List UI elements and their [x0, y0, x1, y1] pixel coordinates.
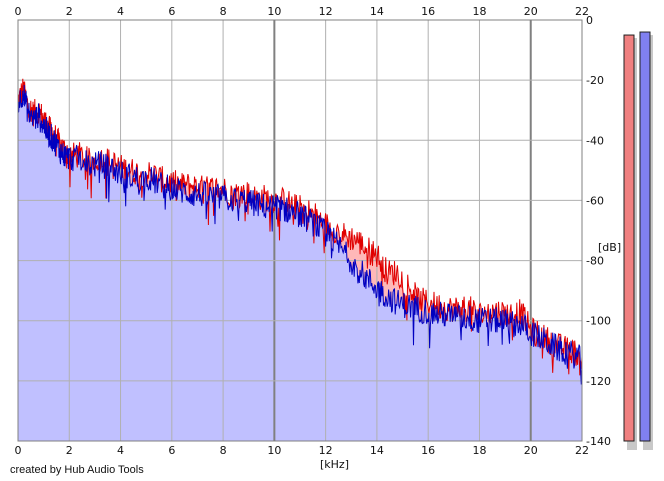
x-axis-unit-label: [kHz]: [320, 458, 349, 471]
x-tick-label-bottom: 0: [15, 444, 22, 457]
x-tick-label-top: 8: [220, 5, 227, 18]
x-tick-label-top: 14: [370, 5, 384, 18]
x-tick-labels-bottom: 0 2 4 6 8 10 12 14 16 18 20 22: [15, 444, 590, 457]
y-tick-labels: 0 -20 -40 -60 -80 -100 -120 -140: [586, 14, 611, 448]
x-tick-label-top: 12: [319, 5, 333, 18]
x-tick-label-bottom: 10: [267, 444, 281, 457]
x-tick-label-bottom: 20: [524, 444, 538, 457]
x-tick-label-bottom: 16: [421, 444, 435, 457]
series-fill-1: [18, 85, 582, 441]
meter-bar-right-channel: [639, 31, 651, 442]
x-tick-label-bottom: 2: [66, 444, 73, 457]
x-tick-label-top: 22: [575, 5, 589, 18]
x-tick-label-bottom: 12: [319, 444, 333, 457]
series-line-1: [17, 84, 583, 385]
x-tick-label-top: 18: [472, 5, 486, 18]
x-tick-labels-top: 0 2 4 6 8 10 12 14 16 18 20 22: [15, 5, 590, 18]
plot-frame: [17, 19, 583, 442]
y-tick-label: 0: [586, 14, 593, 27]
x-tick-label-top: 20: [524, 5, 538, 18]
y-tick-label: -120: [586, 375, 611, 388]
level-meters: [623, 31, 653, 451]
x-tick-label-bottom: 14: [370, 444, 384, 457]
spectrum-fills: [18, 78, 582, 441]
x-tick-label-bottom: 22: [575, 444, 589, 457]
x-tick-label-top: 16: [421, 5, 435, 18]
x-tick-label-top: 10: [267, 5, 281, 18]
y-tick-label: -100: [586, 315, 611, 328]
footer-credit: created by Hub Audio Tools: [10, 464, 144, 476]
y-tick-label: -60: [586, 194, 604, 207]
x-tick-label-top: 0: [15, 5, 22, 18]
y-axis-unit-label: [dB]: [598, 241, 621, 254]
y-tick-label: -80: [586, 255, 604, 268]
x-tick-label-top: 6: [168, 5, 175, 18]
x-tick-label-bottom: 18: [472, 444, 486, 457]
y-tick-label: -40: [586, 134, 604, 147]
y-tick-label: -140: [586, 435, 611, 448]
x-tick-label-bottom: 6: [168, 444, 175, 457]
x-tick-label-bottom: 8: [220, 444, 227, 457]
series-line-0: [17, 78, 583, 376]
y-tick-label: -20: [586, 74, 604, 87]
meter-bar-left-channel: [623, 34, 635, 442]
x-tick-label-top: 2: [66, 5, 73, 18]
x-tick-label-bottom: 4: [117, 444, 124, 457]
x-tick-label-top: 4: [117, 5, 124, 18]
spectrum-lines: [17, 78, 583, 385]
